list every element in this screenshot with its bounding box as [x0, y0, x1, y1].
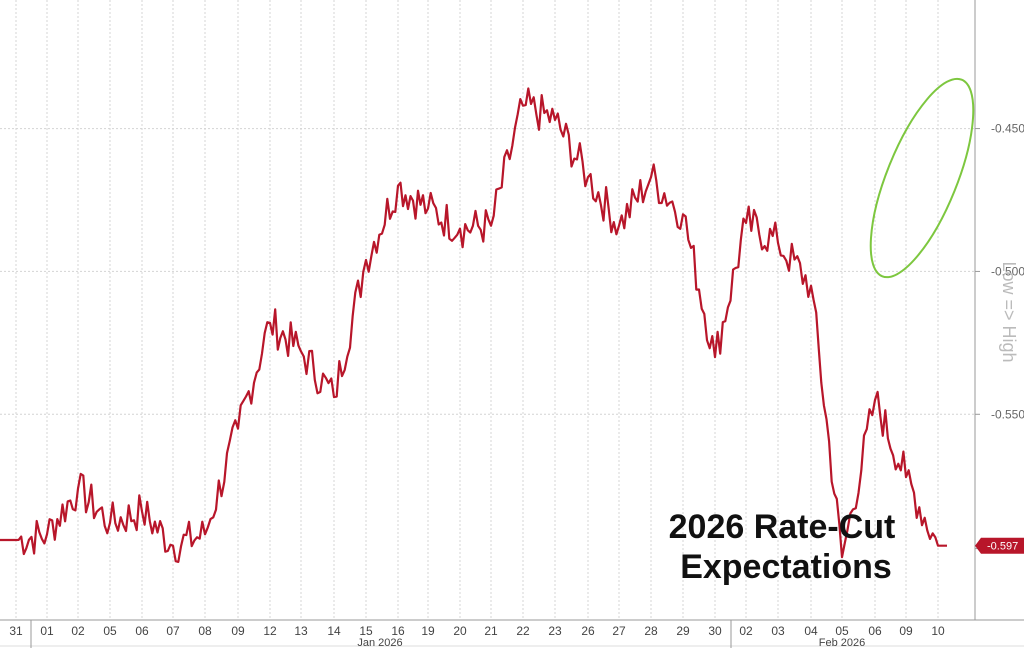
annotation-line-1: 2026 Rate-Cut: [669, 508, 896, 546]
y-axis-label: Low => High: [999, 261, 1019, 362]
x-tick-label: 12: [263, 624, 277, 638]
x-tick-label: 09: [899, 624, 913, 638]
x-tick-label: 26: [581, 624, 595, 638]
x-tick-label: 08: [198, 624, 212, 638]
y-tick-label: -0.450: [991, 122, 1024, 136]
month-label: Feb 2026: [819, 637, 865, 648]
x-tick-label: 06: [135, 624, 149, 638]
x-tick-label: 20: [453, 624, 467, 638]
y-tick-label: -0.500: [991, 264, 1024, 278]
x-tick-label: 31: [9, 624, 23, 638]
last-value-label: -0.597: [987, 541, 1018, 553]
x-tick-label: 05: [103, 624, 117, 638]
x-tick-label: 13: [294, 624, 308, 638]
x-tick-label: 10: [931, 624, 945, 638]
x-tick-label: 23: [548, 624, 562, 638]
month-label: Jan 2026: [357, 637, 402, 648]
x-tick-label: 03: [771, 624, 785, 638]
x-tick-label: 01: [40, 624, 54, 638]
annotation-line-2: Expectations: [680, 548, 892, 586]
x-tick-label: 28: [644, 624, 658, 638]
x-tick-label: 05: [835, 624, 849, 638]
x-tick-label: 14: [327, 624, 341, 638]
x-tick-label: 15: [359, 624, 373, 638]
x-tick-label: 04: [804, 624, 818, 638]
x-tick-label: 22: [516, 624, 530, 638]
x-tick-label: 21: [484, 624, 498, 638]
last-value-marker: [975, 537, 1024, 554]
rate-cut-series-line: [0, 87, 947, 563]
x-tick-label: 27: [612, 624, 626, 638]
x-tick-label: 07: [166, 624, 180, 638]
x-tick-label: 19: [421, 624, 435, 638]
x-tick-label: 02: [71, 624, 85, 638]
highlight-ellipse: [869, 77, 975, 279]
x-tick-label: 30: [708, 624, 722, 638]
x-tick-label: 16: [391, 624, 405, 638]
y-tick-label: -0.550: [991, 407, 1024, 421]
x-tick-label: 06: [868, 624, 882, 638]
x-tick-label: 09: [231, 624, 245, 638]
x-tick-label: 29: [676, 624, 690, 638]
x-tick-label: 02: [739, 624, 753, 638]
